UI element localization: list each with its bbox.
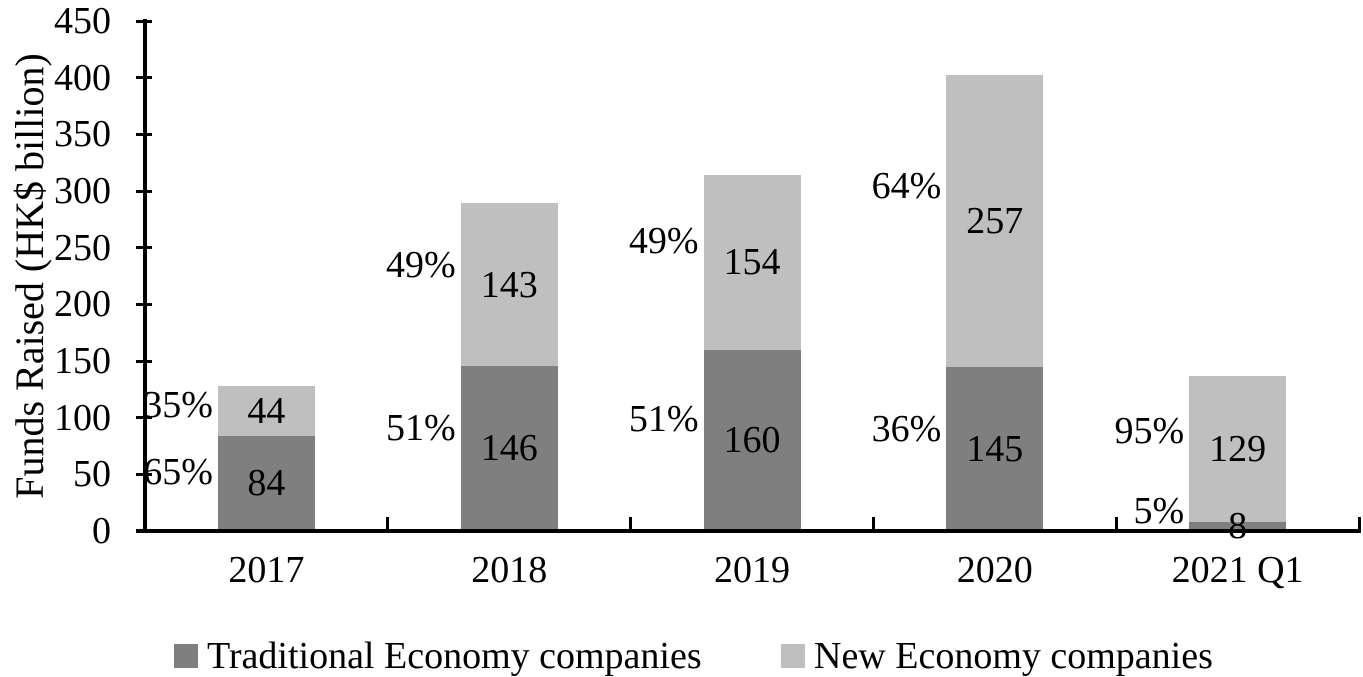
y-tick-label: 50 [73, 453, 111, 496]
bar-percent-label: 36% [871, 408, 942, 451]
bar-segment-new-2019 [703, 175, 801, 350]
bar-value-label: 154 [723, 241, 781, 284]
bar-value-label: 84 [247, 462, 286, 505]
y-tick-mark [136, 416, 152, 420]
y-tick-mark [136, 302, 152, 306]
x-category-label: 2020 [956, 549, 1033, 591]
bar-percent-label: 51% [628, 397, 699, 440]
bar-value-label: 145 [966, 427, 1024, 470]
x-category-label: 2018 [471, 549, 548, 591]
y-tick-mark [136, 359, 152, 363]
x-category-label: 2017 [228, 549, 305, 591]
bar-segment-new-2021-q1 [1189, 375, 1287, 522]
y-tick-mark [136, 246, 152, 250]
legend-label: Traditional Economy companies [207, 635, 702, 677]
bar-value-label: 160 [723, 419, 781, 462]
y-tick-label: 250 [54, 226, 111, 269]
bar-segment-traditional-2020 [946, 366, 1044, 531]
bar-percent-label: 51% [386, 407, 456, 450]
bar-segment-traditional-2018 [460, 365, 558, 531]
bar-percent-label: 65% [143, 450, 213, 493]
y-tick-label: 400 [54, 56, 111, 99]
bar-value-label: 44 [247, 389, 286, 432]
legend-item-traditional-economy: Traditional Economy companies [174, 634, 702, 677]
y-tick-mark [136, 76, 152, 80]
legend-item-new-economy: New Economy companies [781, 634, 1213, 677]
x-tick-mark [629, 517, 633, 531]
bar-segment-new-2018 [460, 203, 558, 366]
y-axis-line [143, 19, 147, 533]
bar-percent-label: 49% [628, 220, 699, 263]
bar-value-label: 143 [480, 263, 538, 306]
bar-percent-label: 49% [386, 244, 456, 287]
legend-swatch [781, 644, 805, 668]
x-tick-mark [1114, 517, 1118, 531]
y-tick-label: 200 [54, 283, 111, 326]
bar-segment-traditional-2021-q1 [1189, 521, 1287, 531]
y-tick-label: 150 [54, 340, 111, 382]
bar-value-label: 129 [1209, 427, 1267, 470]
bar-value-label: 257 [966, 200, 1024, 243]
y-tick-label: 350 [54, 113, 111, 156]
y-tick-mark [136, 132, 152, 136]
y-tick-label: 0 [92, 510, 111, 552]
bar-segment-new-2017 [217, 385, 315, 436]
y-tick-label: 450 [54, 0, 111, 42]
x-tick-mark [871, 517, 875, 531]
y-tick-mark [136, 19, 152, 23]
legend-label: New Economy companies [814, 635, 1213, 677]
x-category-label: 2021 Q1 [1171, 549, 1304, 591]
x-category-label: 2019 [714, 549, 790, 591]
x-tick-mark [1357, 517, 1361, 531]
y-tick-mark [136, 472, 152, 476]
bar-percent-label: 5% [1133, 489, 1185, 532]
bar-segment-new-2020 [946, 75, 1044, 367]
x-tick-mark [386, 517, 390, 531]
bar-segment-traditional-2017 [217, 435, 315, 531]
y-tick-label: 100 [54, 396, 111, 439]
bar-segment-traditional-2019 [703, 349, 801, 531]
y-tick-label: 300 [54, 170, 111, 212]
bar-value-label: 146 [480, 427, 538, 470]
legend-swatch [174, 644, 198, 668]
x-axis-line [136, 529, 1361, 533]
bar-value-label: 8 [1228, 505, 1248, 548]
bar-percent-label: 35% [143, 383, 213, 426]
bar-percent-label: 95% [1114, 410, 1185, 453]
bar-percent-label: 64% [871, 165, 942, 208]
y-tick-mark [136, 189, 152, 193]
